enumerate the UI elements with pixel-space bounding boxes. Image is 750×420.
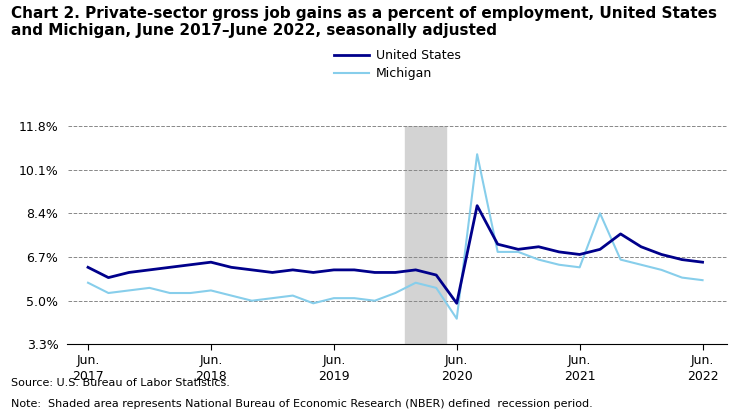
- Text: Chart 2. Private-sector gross job gains as a percent of employment, United State: Chart 2. Private-sector gross job gains …: [11, 6, 717, 21]
- Legend: United States, Michigan: United States, Michigan: [334, 49, 460, 80]
- Text: and Michigan, June 2017–June 2022, seasonally adjusted: and Michigan, June 2017–June 2022, seaso…: [11, 23, 497, 38]
- Bar: [406, 126, 446, 344]
- Text: Note:  Shaded area represents National Bureau of Economic Research (NBER) define: Note: Shaded area represents National Bu…: [11, 399, 593, 409]
- Text: Source: U.S. Bureau of Labor Statistics.: Source: U.S. Bureau of Labor Statistics.: [11, 378, 230, 388]
